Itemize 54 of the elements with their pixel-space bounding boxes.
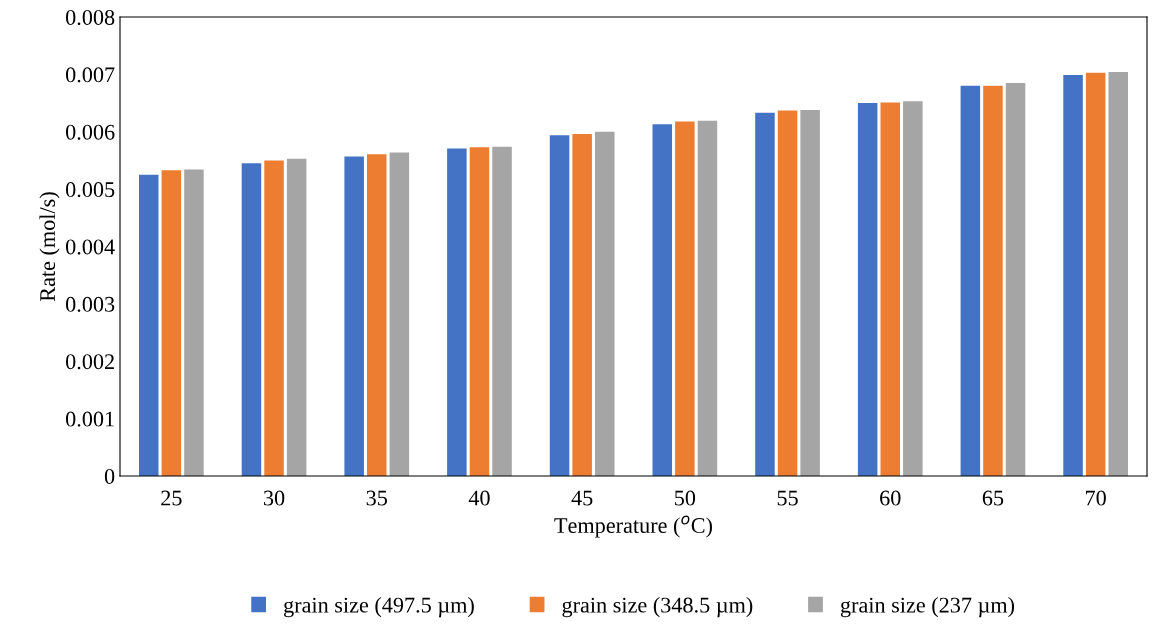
legend-label: grain size (348.5 µm): [562, 596, 753, 618]
x-tick-label: 35: [366, 490, 387, 506]
bar: [697, 120, 718, 476]
bar: [800, 109, 820, 476]
x-tick-label: 25: [161, 490, 182, 506]
bar: [264, 160, 284, 476]
legend-label: grain size (237 µm): [840, 596, 1015, 618]
y-tick-label: 0.004: [65, 239, 115, 255]
x-tick-label: 50: [675, 490, 696, 506]
bar: [572, 134, 592, 476]
x-tick-label: 45: [571, 490, 593, 506]
x-tick-label: 55: [777, 490, 798, 506]
bar: [857, 103, 878, 476]
bar: [549, 135, 570, 476]
bar: [903, 101, 923, 476]
y-tick-label: 0: [104, 468, 115, 484]
y-axis-title: Rate (mol/s): [39, 192, 60, 302]
bar: [447, 148, 467, 476]
bar: [366, 154, 387, 476]
bar: [880, 102, 901, 476]
y-tick-label: 0.006: [65, 124, 115, 140]
y-tick-label: 0.002: [65, 354, 114, 370]
y-tick-label: 0.005: [65, 182, 115, 198]
bar: [139, 174, 159, 476]
bar: [1108, 72, 1128, 476]
bar: [1085, 72, 1106, 476]
bar: [675, 121, 695, 476]
bar: [469, 147, 490, 476]
bar: [755, 112, 775, 476]
y-tick-label: 0.007: [65, 67, 115, 83]
y-tick-label: 0.008: [65, 9, 115, 26]
y-tick-label: 0.003: [65, 296, 115, 312]
x-tick-label: 30: [264, 490, 285, 506]
bar: [184, 169, 204, 476]
bar: [983, 85, 1003, 476]
x-tick-label: 70: [1086, 490, 1106, 506]
bar: [286, 158, 307, 476]
bar: [344, 156, 364, 476]
x-tick-label: 60: [880, 490, 901, 506]
bar: [1005, 82, 1026, 476]
bar: [594, 131, 615, 476]
x-tick-label: 40: [468, 490, 490, 506]
bar: [389, 152, 410, 476]
bar: [492, 146, 512, 476]
bar: [1063, 74, 1083, 476]
bar: [960, 85, 981, 476]
bar: [241, 163, 262, 476]
x-axis-title: Temperature ($^{o}$C): [554, 515, 712, 538]
bar: [652, 124, 673, 476]
bar: [161, 170, 182, 476]
legend-label: grain size (497.5 µm): [284, 596, 474, 618]
bar: [777, 110, 798, 476]
x-tick-label: 65: [982, 490, 1004, 506]
y-tick-label: 0.001: [65, 411, 114, 427]
